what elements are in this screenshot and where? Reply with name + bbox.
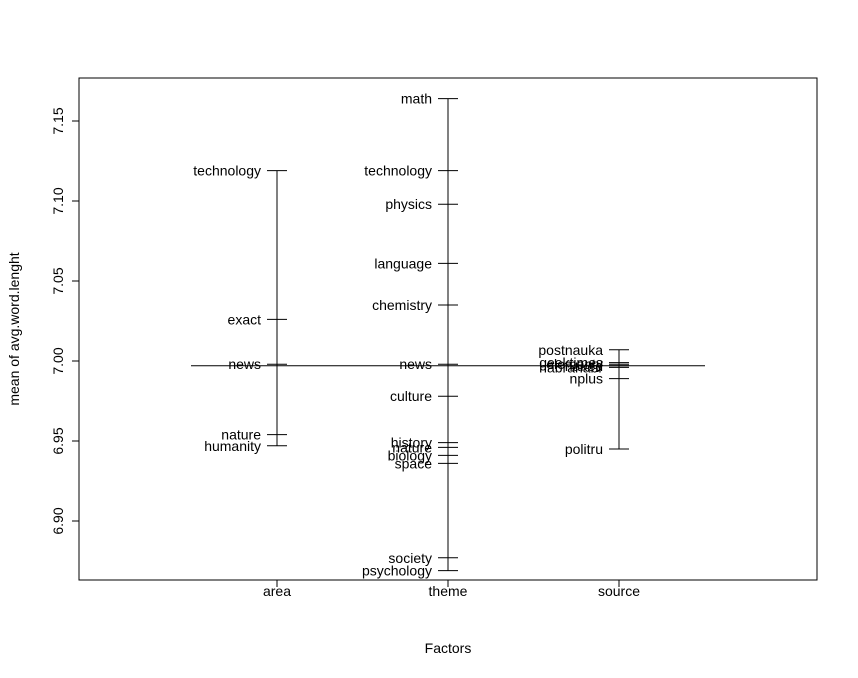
y-tick-label: 7.10 (50, 187, 66, 214)
level-label: humanity (204, 438, 261, 454)
level-label: postnauka (538, 342, 603, 358)
level-label: nature (221, 427, 261, 443)
x-tick-label-theme: theme (429, 583, 468, 599)
y-tick-label: 6.95 (50, 427, 66, 454)
y-axis-title: mean of avg.word.lenght (6, 252, 22, 405)
y-axis: 6.90 6.95 7.00 7.05 7.10 7.15 (50, 107, 80, 535)
level-label: biology (388, 447, 432, 463)
level-label: culture (390, 388, 432, 404)
factor-groups: technologyexactnewsnaturehumanitymathtec… (193, 91, 629, 579)
level-label: exact (228, 311, 262, 327)
y-tick-label: 7.15 (50, 107, 66, 134)
level-label: society (388, 550, 432, 566)
level-label: elementy (546, 356, 603, 372)
level-label: math (401, 91, 432, 107)
x-axis: area theme source (263, 580, 640, 599)
level-label: space (395, 455, 433, 471)
factor-group-theme: math technology physics language chemistry ne… (362, 91, 458, 579)
level-label: news (399, 356, 432, 372)
level-label: naked (565, 358, 603, 374)
level-label: psychology (362, 563, 432, 579)
level-label: geektimes (539, 355, 603, 371)
level-label: technology (193, 163, 261, 179)
y-tick-label: 6.90 (50, 507, 66, 534)
x-axis-title: Factors (425, 640, 472, 656)
level-label: technology (364, 163, 432, 179)
level-label: news (228, 356, 261, 372)
level-label: history (391, 435, 432, 451)
factor-group-source: postnaukageektimeselementynakedhabrahabr… (538, 342, 629, 457)
level-label: chemistry (372, 297, 432, 313)
level-label: nature (392, 439, 432, 455)
level-label: language (374, 255, 432, 271)
level-label: politru (565, 441, 603, 457)
level-label: habrahabr (539, 359, 603, 375)
level-label: physics (385, 196, 432, 212)
y-tick-label: 7.00 (50, 347, 66, 374)
level-label: nplus (570, 371, 603, 387)
x-tick-label-source: source (598, 583, 640, 599)
y-tick-label: 7.05 (50, 267, 66, 294)
x-tick-label-area: area (263, 583, 291, 599)
